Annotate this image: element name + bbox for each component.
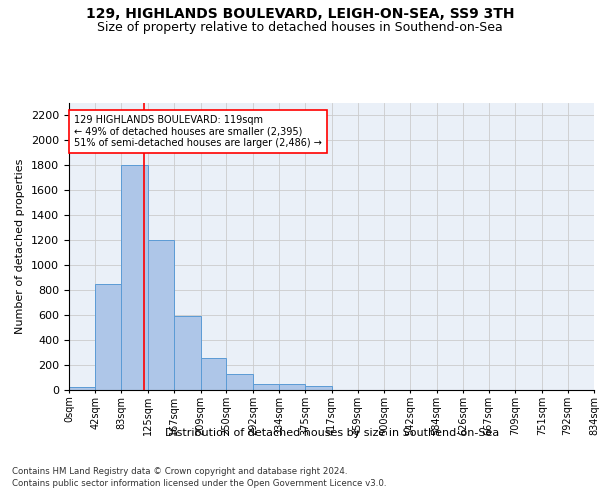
Text: Distribution of detached houses by size in Southend-on-Sea: Distribution of detached houses by size …: [164, 428, 499, 438]
Bar: [253, 384, 279, 390]
Text: Size of property relative to detached houses in Southend-on-Sea: Size of property relative to detached ho…: [97, 21, 503, 34]
Text: Contains HM Land Registry data © Crown copyright and database right 2024.: Contains HM Land Registry data © Crown c…: [12, 468, 347, 476]
Bar: [174, 316, 200, 390]
Bar: [121, 165, 148, 390]
Bar: [95, 284, 121, 390]
Bar: [305, 386, 331, 390]
Bar: [200, 358, 226, 390]
Y-axis label: Number of detached properties: Number of detached properties: [16, 158, 25, 334]
Text: 129 HIGHLANDS BOULEVARD: 119sqm
← 49% of detached houses are smaller (2,395)
51%: 129 HIGHLANDS BOULEVARD: 119sqm ← 49% of…: [74, 115, 322, 148]
Bar: [279, 384, 305, 390]
Bar: [226, 374, 253, 390]
Text: Contains public sector information licensed under the Open Government Licence v3: Contains public sector information licen…: [12, 479, 386, 488]
Bar: [148, 240, 174, 390]
Text: 129, HIGHLANDS BOULEVARD, LEIGH-ON-SEA, SS9 3TH: 129, HIGHLANDS BOULEVARD, LEIGH-ON-SEA, …: [86, 8, 514, 22]
Bar: [69, 387, 95, 390]
